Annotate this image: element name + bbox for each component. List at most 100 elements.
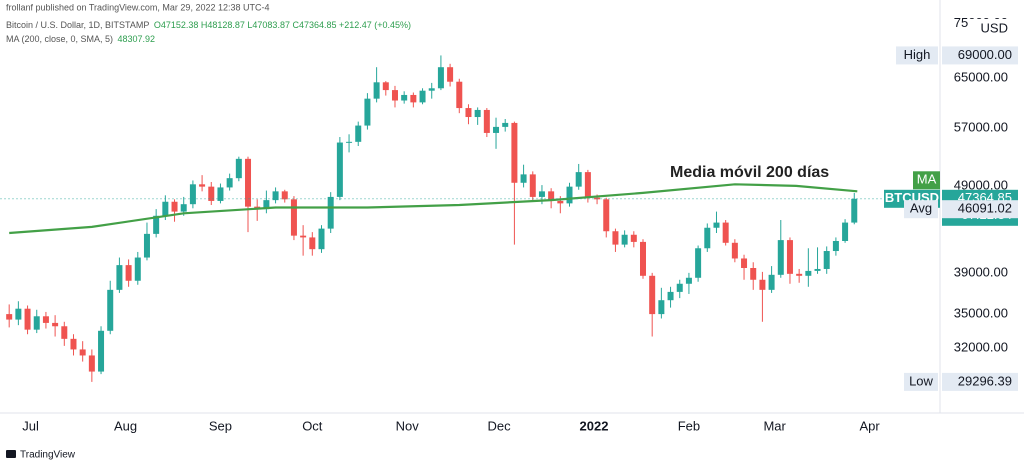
candle-body — [217, 187, 224, 201]
y-tick-label: 65000.00 — [954, 70, 1008, 85]
badge-value: 46091.02 — [958, 201, 1012, 216]
brand: TradingView — [20, 450, 76, 461]
currency-box — [968, 19, 1010, 37]
candle-body — [621, 234, 628, 245]
x-tick-label: Dec — [488, 418, 512, 433]
candle-body — [309, 237, 316, 250]
badge-value: 69000.00 — [958, 47, 1012, 62]
candle-body — [676, 283, 683, 292]
candle-body — [731, 242, 738, 259]
candle-body — [557, 200, 564, 204]
candle-body — [410, 94, 417, 103]
candle-body — [24, 308, 31, 330]
candle-body — [520, 174, 527, 183]
candle-body — [199, 184, 206, 187]
candle-body — [171, 201, 178, 212]
candle-body — [447, 67, 454, 82]
candle-body — [529, 174, 536, 197]
candle-body — [162, 201, 169, 216]
study-value: 48307.92 — [118, 34, 156, 44]
candle-body — [98, 330, 105, 372]
symbol: Bitcoin / U.S. Dollar, 1D, BITSTAMP — [6, 20, 149, 30]
candle-body — [814, 268, 821, 271]
candle-body — [713, 222, 720, 228]
candle-body — [538, 191, 545, 197]
y-tick-label: 32000.00 — [954, 340, 1008, 355]
candle-body — [15, 308, 22, 320]
candle-body — [741, 258, 748, 269]
badge-value: 29296.39 — [958, 373, 1012, 388]
candle-body — [153, 215, 160, 234]
badge-name-box — [904, 372, 938, 391]
candle-body — [364, 98, 371, 126]
candle-body — [750, 268, 757, 280]
price-axis: 75000.0065000.0057000.0049000.0039000.00… — [954, 15, 1008, 355]
logo — [6, 450, 16, 458]
candle-body — [401, 94, 408, 101]
candle-body — [42, 316, 49, 323]
candle-body — [566, 186, 573, 204]
candle-body — [832, 241, 839, 252]
candle-body — [263, 200, 270, 210]
candle-body — [851, 198, 858, 223]
x-tick-label: Jul — [22, 418, 39, 433]
candle-body — [465, 108, 472, 118]
plot — [0, 55, 940, 382]
candle-body — [33, 316, 40, 330]
candle-body — [355, 125, 362, 142]
candle-body — [584, 172, 591, 198]
y-tick-label: 39000.00 — [954, 264, 1008, 279]
annotation: Media móvil 200 días — [670, 164, 829, 181]
symbol-line: Bitcoin / U.S. Dollar, 1D, BITSTAMP O471… — [6, 17, 411, 34]
candle-body — [630, 234, 637, 242]
candle-body — [180, 204, 187, 212]
x-tick-label: Oct — [302, 418, 323, 433]
quote: O47152.38 H48128.87 L47083.87 C47364.85 … — [154, 20, 411, 30]
badge-name: Avg — [910, 201, 932, 216]
candle-body — [382, 82, 389, 91]
study: MA (200, close, 0, SMA, 5) — [6, 34, 113, 44]
candle-body — [327, 196, 334, 229]
badge-name-box — [904, 200, 938, 219]
candle-body — [704, 227, 711, 249]
candle-body — [823, 251, 830, 269]
candle-body — [226, 178, 233, 188]
candle-body — [272, 191, 279, 201]
candle-body — [695, 248, 702, 278]
candle-body — [685, 277, 692, 284]
candle-body — [759, 279, 766, 290]
candle-body — [511, 122, 518, 183]
candle-body — [658, 300, 665, 315]
candle-body — [189, 184, 196, 205]
badge-value-box — [942, 372, 1018, 391]
candle-body — [456, 81, 463, 109]
candle-body — [722, 222, 729, 243]
footer: TradingView — [6, 450, 76, 461]
x-tick-label: Apr — [859, 418, 880, 433]
y-tick-label: 57000.00 — [954, 120, 1008, 135]
badge-name: Low — [909, 373, 933, 388]
candle-body — [116, 265, 123, 290]
candle-body — [208, 186, 215, 201]
candle-body — [245, 158, 252, 207]
candle-body — [548, 191, 555, 201]
candle-body — [419, 90, 426, 103]
currency: USD — [981, 20, 1008, 35]
candle-body — [125, 265, 132, 281]
x-tick-label: Nov — [396, 418, 420, 433]
badge-value-box — [942, 46, 1018, 65]
candle-body — [639, 241, 646, 276]
candle-body — [493, 126, 500, 133]
candle-body — [483, 109, 490, 133]
candle-body — [768, 274, 775, 290]
y-tick-label: 35000.00 — [954, 306, 1008, 321]
candle-body — [777, 240, 784, 275]
candle-body — [79, 349, 86, 356]
candle-body — [6, 314, 13, 320]
candle-body — [428, 88, 435, 91]
candle-body — [437, 67, 444, 89]
candle-body — [649, 275, 656, 315]
candle-body — [575, 172, 582, 187]
candle-body — [61, 326, 68, 339]
